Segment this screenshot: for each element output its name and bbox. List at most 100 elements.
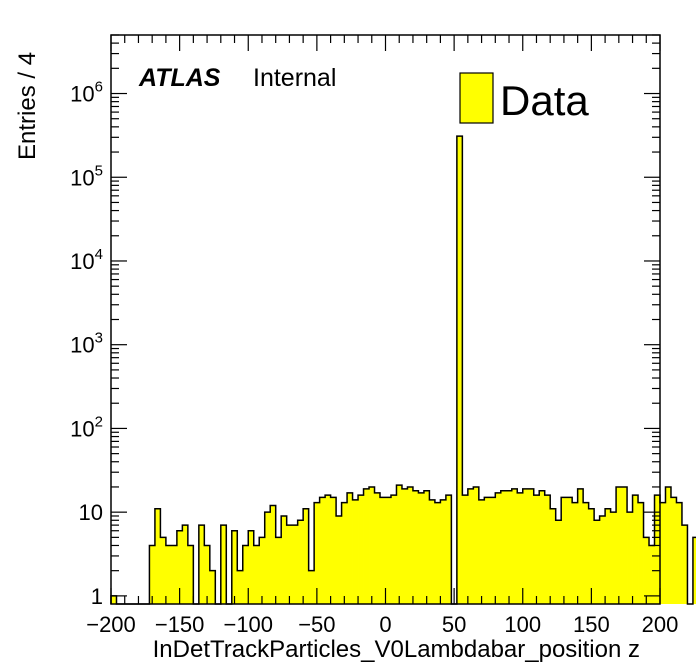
histogram-bar xyxy=(566,497,573,604)
histogram-bar xyxy=(187,545,194,604)
histogram-bar xyxy=(434,502,441,604)
histogram-bar xyxy=(275,537,282,604)
histogram-bar xyxy=(528,488,535,604)
histogram-bar xyxy=(325,495,331,604)
histogram-bar xyxy=(154,508,161,604)
histogram-bar xyxy=(665,486,672,604)
histogram-bar xyxy=(643,537,650,604)
histogram-bar xyxy=(374,492,381,604)
histogram-bar xyxy=(467,488,474,604)
histogram-bar xyxy=(165,545,172,604)
histogram-bar xyxy=(182,525,189,604)
histogram-bar xyxy=(555,520,562,604)
histogram-bar xyxy=(303,508,310,604)
histogram-bar xyxy=(495,492,502,604)
histogram-bar xyxy=(654,495,661,604)
y-axis-title: Entries / 4 xyxy=(14,52,41,160)
histogram-bar xyxy=(149,545,156,604)
histogram-outline xyxy=(110,135,696,605)
x-tick-label: −150 xyxy=(155,612,205,637)
histogram-bar xyxy=(336,515,342,604)
x-tick-label: 50 xyxy=(442,612,466,637)
histogram-bar xyxy=(358,495,364,604)
y-tick-label: 103 xyxy=(70,330,103,358)
histogram-bar xyxy=(676,502,683,604)
histogram-bars xyxy=(111,136,696,604)
histogram-bar xyxy=(396,485,403,604)
histogram-bar xyxy=(577,488,584,604)
histogram-bar xyxy=(522,488,529,604)
x-tick-label: 0 xyxy=(379,612,391,637)
histogram-bar xyxy=(209,570,216,604)
histogram-bar xyxy=(681,525,688,604)
histogram-bar xyxy=(621,486,628,604)
histogram-bar xyxy=(423,490,430,604)
histogram-bar xyxy=(484,497,491,604)
histogram-bar xyxy=(473,486,480,604)
x-tick-label: 150 xyxy=(573,612,610,637)
histogram-bar xyxy=(429,499,436,604)
histogram-bar xyxy=(445,495,452,604)
histogram-bar xyxy=(231,530,238,604)
y-tick-label: 105 xyxy=(70,162,103,190)
histogram-bar xyxy=(369,486,375,604)
legend-swatch xyxy=(459,72,494,124)
histogram-bar xyxy=(308,570,315,604)
histogram-bar xyxy=(292,525,299,604)
histogram-bar xyxy=(390,495,397,604)
x-tick-labels: −200 −150 −100 −50 0 50 100 150 200 xyxy=(86,612,678,637)
y-tick-label: 10 xyxy=(79,500,103,525)
histogram-bar xyxy=(583,502,590,604)
histogram-bar xyxy=(407,486,414,604)
x-tick-label: −100 xyxy=(223,612,273,637)
histogram-bar xyxy=(198,525,205,604)
histogram-bar xyxy=(605,508,611,604)
histogram-bar xyxy=(264,512,271,604)
y-tick-label: 104 xyxy=(70,246,103,274)
axis-ticks xyxy=(110,34,661,604)
y-tick-label: 106 xyxy=(70,79,103,107)
histogram-bar xyxy=(363,488,370,604)
histogram-bar xyxy=(638,502,644,604)
histogram-bar xyxy=(670,497,677,604)
histogram-bar xyxy=(649,545,655,604)
histogram-bar xyxy=(588,508,595,604)
histogram-bar xyxy=(160,537,167,604)
histogram-bar xyxy=(248,530,255,604)
histogram-bar xyxy=(616,486,622,604)
y-tick-labels: 1 10 102 103 104 105 106 xyxy=(70,79,103,609)
x-tick-label: 200 xyxy=(642,612,679,637)
histogram-bar xyxy=(544,495,551,604)
histogram-bar xyxy=(517,492,524,604)
atlas-status-label: Internal xyxy=(253,64,336,92)
histogram-bar xyxy=(594,520,601,604)
histogram-bar xyxy=(412,490,419,604)
histogram-bar xyxy=(286,525,293,604)
histogram-bar xyxy=(171,545,178,604)
histogram-bar xyxy=(478,499,485,604)
x-tick-label: 100 xyxy=(504,612,541,637)
x-tick-label: −200 xyxy=(86,612,136,637)
plot-frame xyxy=(110,34,661,605)
histogram-bar xyxy=(610,512,617,604)
histogram-bar xyxy=(341,502,348,604)
histogram-bar xyxy=(511,488,518,604)
y-tick-label: 102 xyxy=(70,413,103,441)
histogram-bar xyxy=(259,537,266,604)
histogram-bar xyxy=(561,497,568,604)
histogram-bar xyxy=(660,502,666,604)
histogram-bar xyxy=(347,492,353,604)
histogram-bar xyxy=(281,515,288,604)
histogram-bar xyxy=(270,505,277,604)
histogram-bar xyxy=(632,495,639,604)
histogram-bar xyxy=(319,497,326,604)
histogram-bar xyxy=(176,530,183,604)
histogram-bar xyxy=(220,525,227,604)
histogram-bar xyxy=(533,495,540,604)
histogram-bar xyxy=(401,488,408,604)
histogram-bar xyxy=(462,495,469,604)
histogram-bar xyxy=(380,497,386,604)
histogram-bar xyxy=(111,595,117,604)
histogram-bar xyxy=(352,499,359,604)
